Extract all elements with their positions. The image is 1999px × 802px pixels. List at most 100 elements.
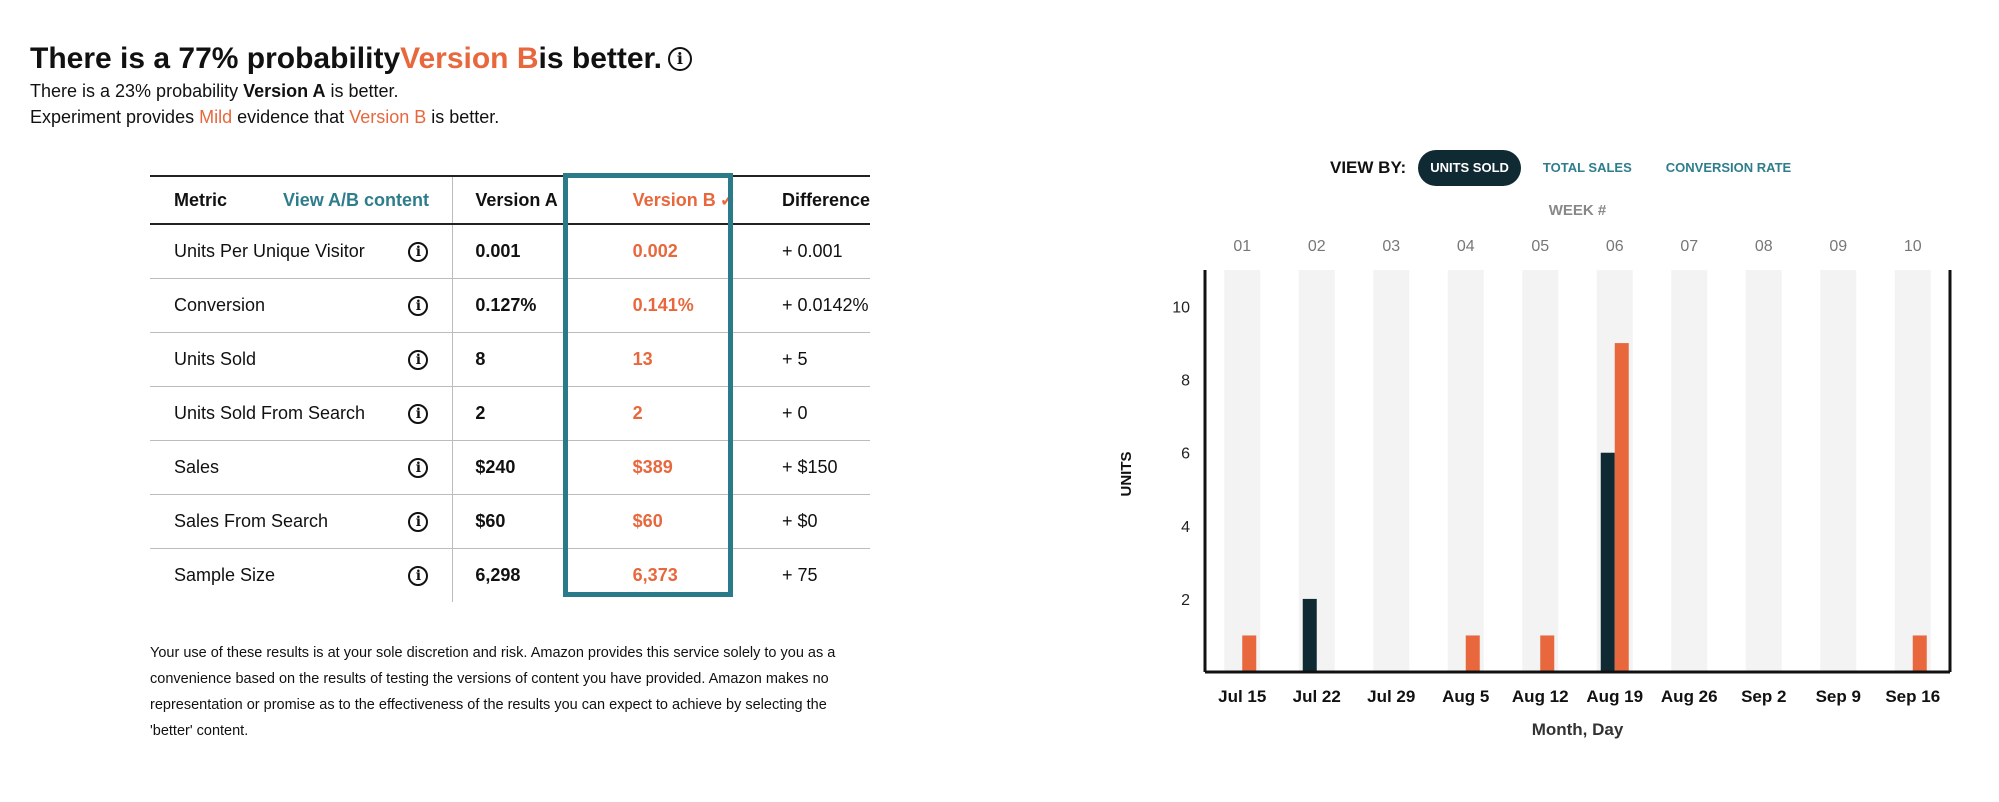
week-band xyxy=(1224,270,1261,672)
metric-label: Units Sold From Search xyxy=(174,403,366,423)
metric-label: Units Per Unique Visitor xyxy=(174,241,365,261)
y-tick-label: 4 xyxy=(1181,519,1190,536)
info-icon[interactable]: i xyxy=(667,47,692,71)
subline-suffix: is better. xyxy=(325,81,399,101)
week-band xyxy=(1373,270,1410,672)
info-icon[interactable]: i xyxy=(408,511,429,532)
week-label: 09 xyxy=(1829,238,1847,255)
bar-series-2 xyxy=(1465,635,1480,672)
subline-prefix: There is a 23% probability xyxy=(30,81,244,101)
y-tick-label: 10 xyxy=(1172,300,1190,317)
version-b-header-label: Version B xyxy=(632,189,716,210)
info-icon[interactable]: i xyxy=(408,403,429,424)
evidence-suffix: is better. xyxy=(426,107,500,127)
info-icon[interactable]: i xyxy=(408,565,429,586)
y-tick-label: 2 xyxy=(1181,592,1190,609)
info-icon[interactable]: i xyxy=(408,241,429,262)
info-icon[interactable]: i xyxy=(408,457,429,478)
difference-header: Difference xyxy=(759,175,870,225)
table-row: Units Sold i 8 13 + 5 xyxy=(150,332,870,387)
subline-version: Version A xyxy=(243,81,326,101)
table-header-row: Metric View A/B content Version A Version… xyxy=(150,175,870,225)
week-label: 01 xyxy=(1233,238,1251,255)
view-by-toggle: VIEW BY: UNITS SOLD TOTAL SALES CONVERSI… xyxy=(1330,150,1813,186)
evidence-prefix: Experiment provides xyxy=(30,107,200,127)
week-label: 07 xyxy=(1680,238,1698,255)
bar-series-2 xyxy=(1540,635,1555,672)
week-label: 06 xyxy=(1606,238,1624,255)
x-tick-label: Sep 16 xyxy=(1885,687,1940,706)
result-summary: There is a 77% probability Version B is … xyxy=(30,40,692,130)
metric-cell-inner: Units Per Unique Visitor i xyxy=(174,241,452,262)
probability-headline: There is a 77% probability Version B is … xyxy=(30,40,692,78)
version-b-value: $389 xyxy=(602,440,760,495)
info-icon[interactable]: i xyxy=(408,295,429,316)
view-by-units-sold-button[interactable]: UNITS SOLD xyxy=(1418,150,1521,186)
metric-cell: Units Per Unique Visitor i xyxy=(150,224,453,279)
metric-label: Conversion xyxy=(174,295,266,315)
y-axis-title: UNITS xyxy=(1118,452,1135,497)
metric-label: Sales xyxy=(174,457,220,477)
difference-value: + 0 xyxy=(759,386,870,441)
week-label: 05 xyxy=(1531,238,1549,255)
metric-cell-inner: Sales i xyxy=(174,457,452,478)
view-by-total-sales-button[interactable]: TOTAL SALES xyxy=(1542,160,1632,175)
table-row: Sales i $240 $389 + $150 xyxy=(150,440,870,495)
version-b-header: Version B ✓ xyxy=(602,175,760,225)
difference-value: + 75 xyxy=(781,565,818,585)
metric-cell-inner: Units Sold i xyxy=(174,349,452,370)
metrics-table: Metric View A/B content Version A Version… xyxy=(150,175,870,602)
view-by-label: VIEW BY: xyxy=(1330,158,1407,177)
evidence-line: Experiment provides Mild evidence that V… xyxy=(30,104,692,130)
bar-series-1 xyxy=(1302,598,1317,672)
disclaimer-text: Your use of these results is at your sol… xyxy=(150,645,836,739)
week-label: 10 xyxy=(1904,238,1922,255)
metric-cell-inner: Sample Size i xyxy=(174,565,452,586)
difference-value: + $150 xyxy=(759,440,870,495)
week-band xyxy=(1820,270,1857,672)
week-label: 03 xyxy=(1382,238,1400,255)
version-a-value: 0.001 xyxy=(452,224,603,279)
metric-cell: Units Sold From Search i xyxy=(150,386,453,441)
table-row: Sample Size i 6,298 6,373 + 75 xyxy=(150,548,870,602)
week-band xyxy=(1894,270,1931,672)
evidence-middle: evidence that xyxy=(232,107,350,127)
view-by-conversion-rate-button[interactable]: CONVERSION RATE xyxy=(1665,160,1792,175)
metric-label: Sample Size xyxy=(174,565,276,585)
table-row: Conversion i 0.127% 0.141% + 0.0142% xyxy=(150,278,870,333)
view-ab-content-link[interactable]: View A/B content xyxy=(283,189,430,210)
headline-version: Version B xyxy=(400,42,539,75)
table-row: Units Per Unique Visitor i 0.001 0.002 + 0.0… xyxy=(150,224,870,279)
checkmark-icon: ✓ xyxy=(719,189,735,210)
version-b-value: 6,373 xyxy=(632,565,678,585)
metric-header-label: Metric xyxy=(174,189,228,210)
y-tick-label: 8 xyxy=(1181,373,1190,390)
metric-cell-inner: Conversion i xyxy=(174,295,452,316)
version-a-value: 0.127% xyxy=(452,278,603,333)
difference-value: + 5 xyxy=(759,332,870,387)
table-row: Units Sold From Search i 2 2 + 0 xyxy=(150,386,870,441)
metric-cell-inner: Sales From Search i xyxy=(174,511,452,532)
top-axis-title: WEEK # xyxy=(1549,202,1607,219)
version-a-value: $60 xyxy=(452,494,603,549)
x-tick-label: Aug 12 xyxy=(1512,687,1569,706)
week-band xyxy=(1671,270,1708,672)
x-tick-label: Jul 29 xyxy=(1367,687,1415,706)
metric-cell: Conversion i xyxy=(150,278,453,333)
info-icon[interactable]: i xyxy=(408,349,429,370)
x-tick-label: Jul 15 xyxy=(1218,687,1266,706)
y-tick-label: 6 xyxy=(1181,446,1190,463)
x-tick-label: Sep 2 xyxy=(1741,687,1786,706)
difference-value: + 0.0142% xyxy=(759,278,870,333)
metric-cell: Sales i xyxy=(150,440,453,495)
version-a-value: $240 xyxy=(452,440,603,495)
probability-subline: There is a 23% probability Version A is … xyxy=(30,78,692,104)
metric-label: Sales From Search xyxy=(174,511,329,531)
x-tick-label: Sep 9 xyxy=(1816,687,1861,706)
table-row: Sales From Search i $60 $60 + $0 xyxy=(150,494,870,549)
version-b-value: 13 xyxy=(602,332,760,387)
week-band xyxy=(1745,270,1782,672)
week-band xyxy=(1522,270,1559,672)
bar-series-2 xyxy=(1614,343,1629,672)
evidence-strength: Mild xyxy=(199,107,233,127)
